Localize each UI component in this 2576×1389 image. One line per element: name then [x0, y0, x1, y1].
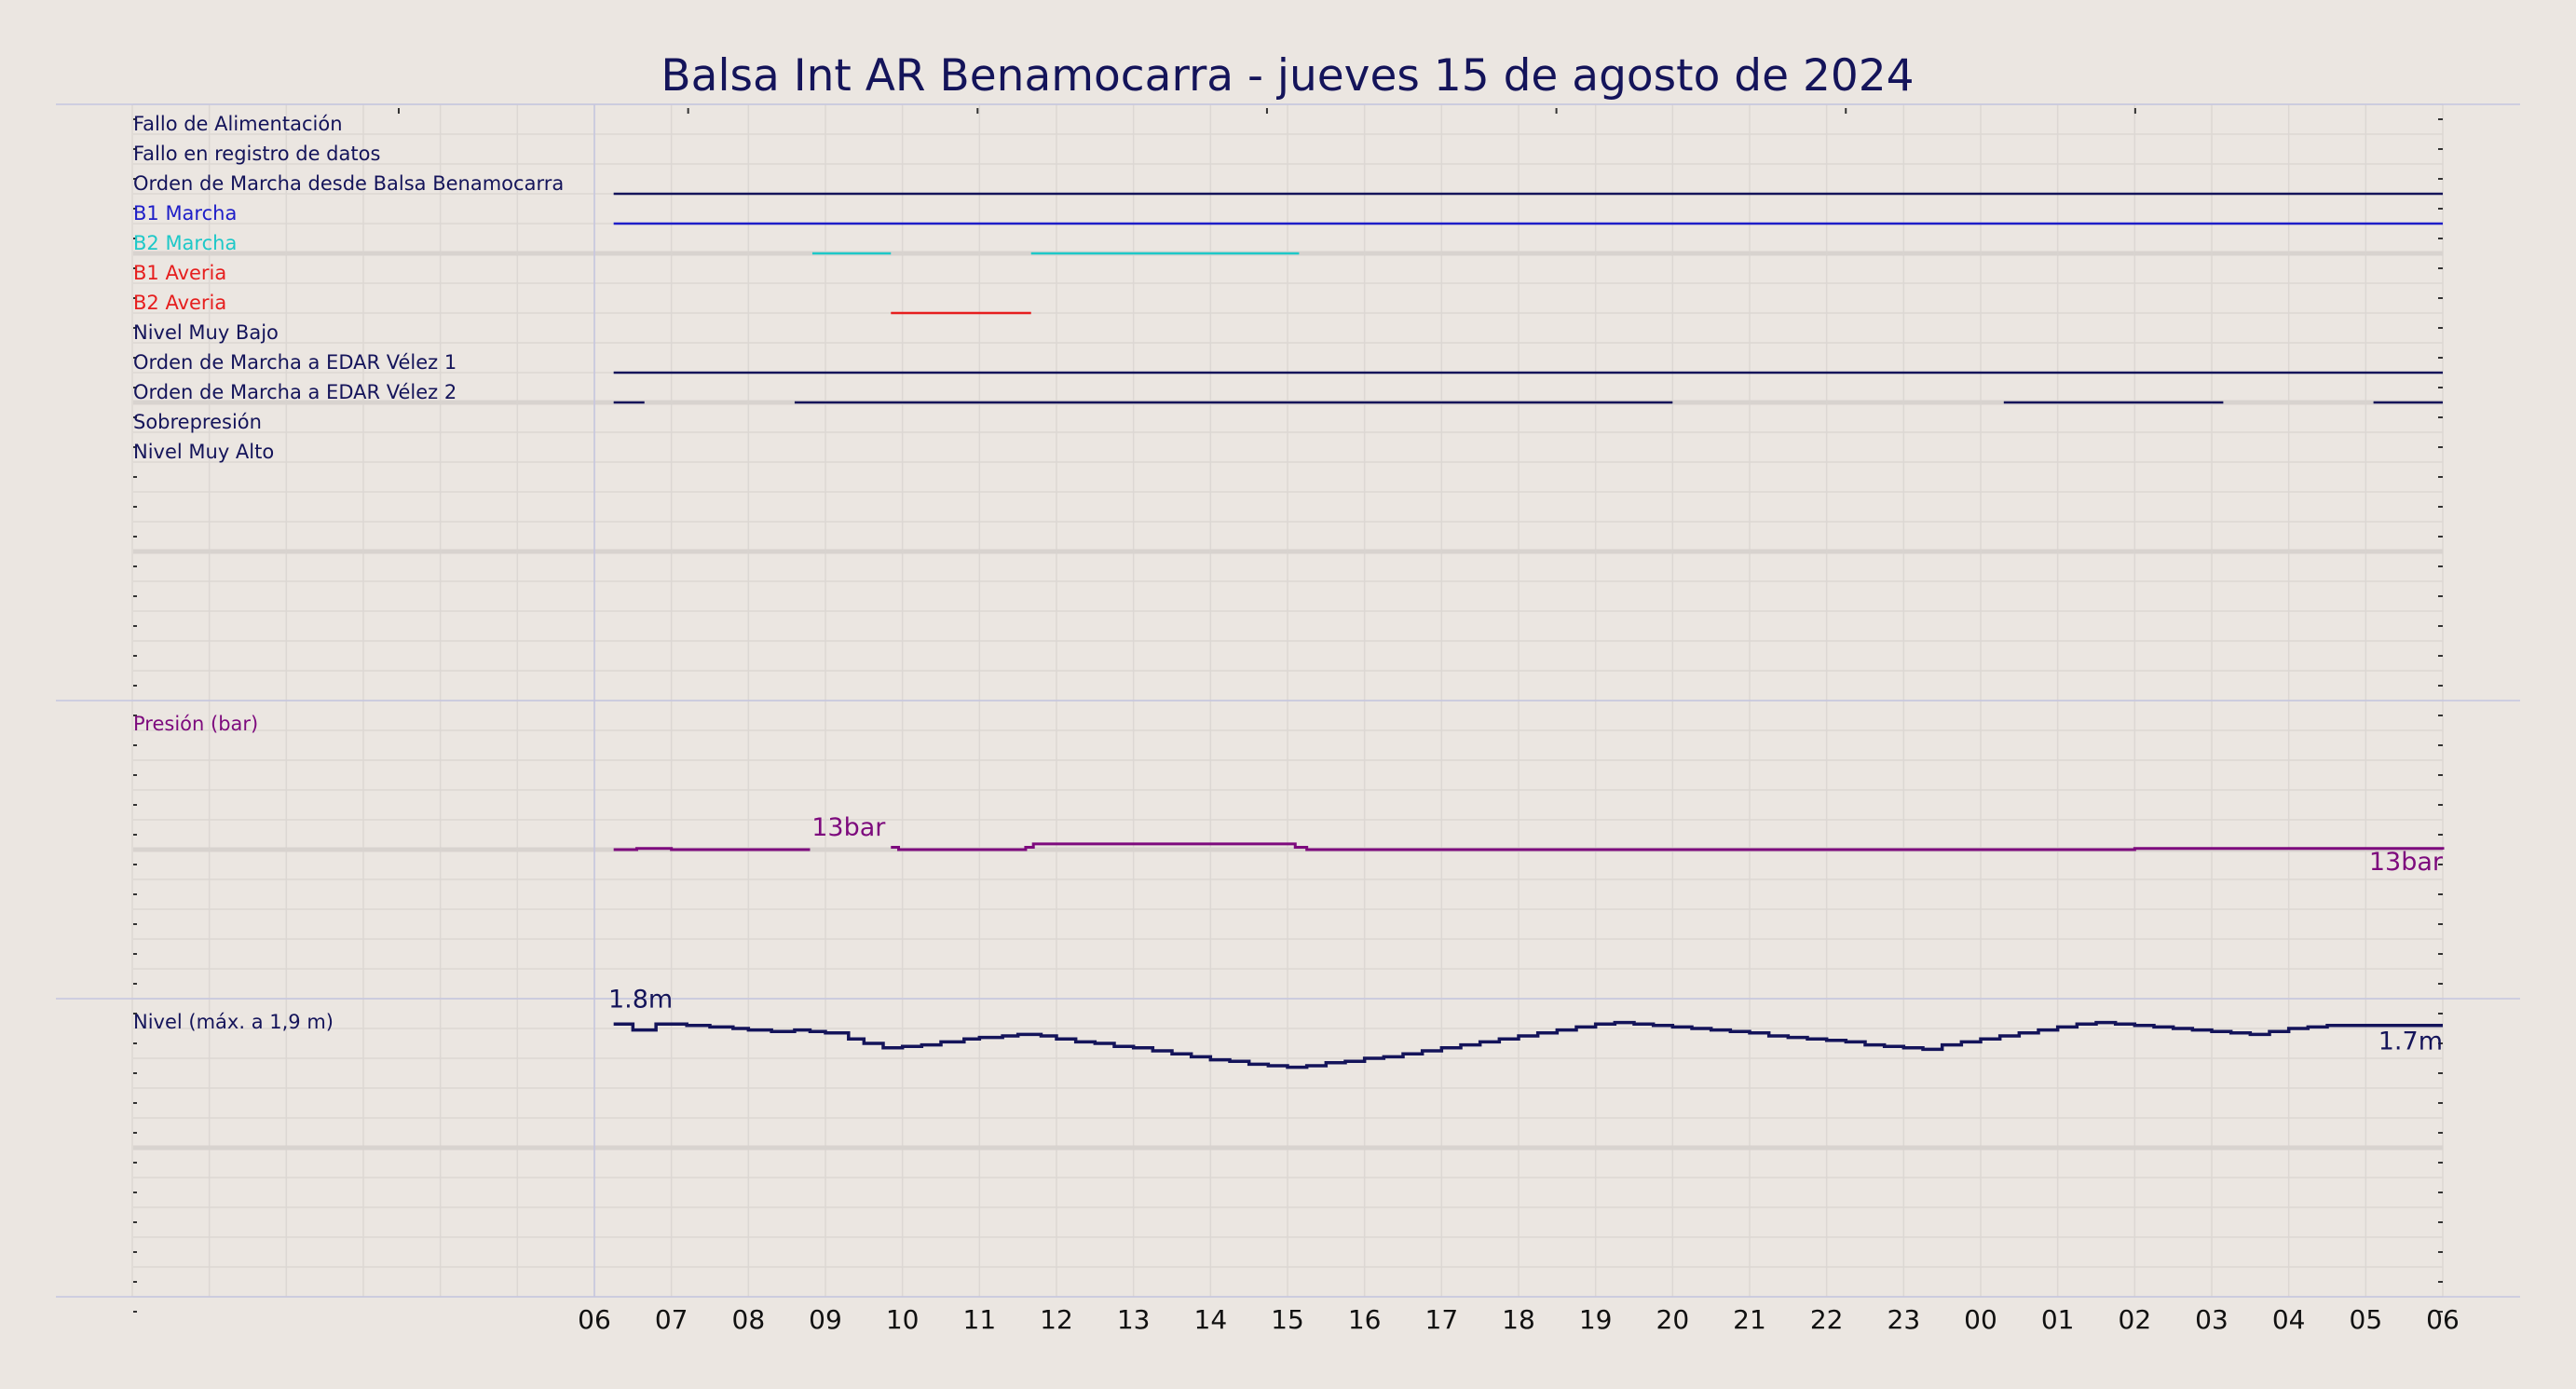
x-tick-label: 04: [2272, 1304, 2306, 1335]
x-tick-label: 02: [2119, 1304, 2152, 1335]
x-tick-label: 06: [578, 1304, 611, 1335]
pressure-data-label: 13bar: [2369, 848, 2444, 877]
x-tick-label: 06: [2426, 1304, 2460, 1335]
signal-label: B2 Averia: [133, 292, 226, 314]
x-tick-label: 22: [1810, 1304, 1844, 1335]
pressure-data-label: 13bar: [811, 813, 886, 842]
level-data-label: 1.7m: [2378, 1027, 2443, 1055]
x-tick-label: 00: [1964, 1304, 1997, 1335]
x-tick-label: 08: [732, 1304, 766, 1335]
signals-panel: Fallo de Alimentación Fallo en registro d…: [133, 113, 2443, 463]
signal-label: Orden de Marcha a EDAR Vélez 1: [133, 351, 457, 374]
x-tick-label: 10: [886, 1304, 920, 1335]
x-tick-label: 11: [963, 1304, 997, 1335]
x-tick-label: 19: [1579, 1304, 1613, 1335]
x-tick-label: 01: [2041, 1304, 2075, 1335]
signal-label: Orden de Marcha a EDAR Vélez 2: [133, 381, 457, 403]
pressure-line: [613, 842, 2445, 851]
panel-dividers: [56, 103, 2520, 1298]
level-panel: Nivel (máx. a 1,9 m) 1.8m 1.7m: [133, 986, 2443, 1069]
signal-label: Sobrepresión: [133, 411, 262, 433]
level-data-label: 1.8m: [608, 986, 673, 1015]
x-tick-label: 20: [1656, 1304, 1690, 1335]
x-tick-label: 17: [1425, 1304, 1459, 1335]
signal-label: B1 Averia: [133, 262, 226, 284]
signal-label: Nivel Muy Alto: [133, 441, 274, 463]
signal-label: Fallo de Alimentación: [133, 113, 343, 135]
x-tick-label: 12: [1040, 1304, 1073, 1335]
x-axis: 06 07 08 09 10 11 12 13 14 15 16 17 18 19 20 21 22 23 00 01…: [578, 1304, 2460, 1335]
grid: [131, 103, 2444, 1313]
x-tick-label: 18: [1502, 1304, 1535, 1335]
signal-label: Fallo en registro de datos: [133, 143, 380, 165]
level-line: [613, 1020, 2443, 1069]
x-tick-label: 07: [655, 1304, 688, 1335]
x-tick-label: 14: [1194, 1304, 1228, 1335]
x-tick-label: 15: [1271, 1304, 1304, 1335]
x-tick-label: 23: [1888, 1304, 1921, 1335]
x-tick-label: 13: [1117, 1304, 1151, 1335]
signal-label: B2 Marcha: [133, 232, 237, 254]
x-tick-label: 03: [2195, 1304, 2228, 1335]
chart-title: Balsa Int AR Benamocarra - jueves 15 de …: [661, 50, 1914, 102]
level-label: Nivel (máx. a 1,9 m): [133, 1011, 334, 1033]
signal-label: Orden de Marcha desde Balsa Benamocarra: [133, 172, 564, 195]
x-tick-label: 09: [809, 1304, 842, 1335]
signal-label: B1 Marcha: [133, 202, 237, 225]
pressure-panel: Presión (bar) 13bar 13bar: [133, 713, 2445, 877]
x-tick-label: 16: [1348, 1304, 1382, 1335]
signal-label: Nivel Muy Bajo: [133, 321, 279, 344]
x-tick-label: 21: [1733, 1304, 1766, 1335]
pressure-label: Presión (bar): [133, 713, 258, 735]
x-tick-label: 05: [2350, 1304, 2383, 1335]
